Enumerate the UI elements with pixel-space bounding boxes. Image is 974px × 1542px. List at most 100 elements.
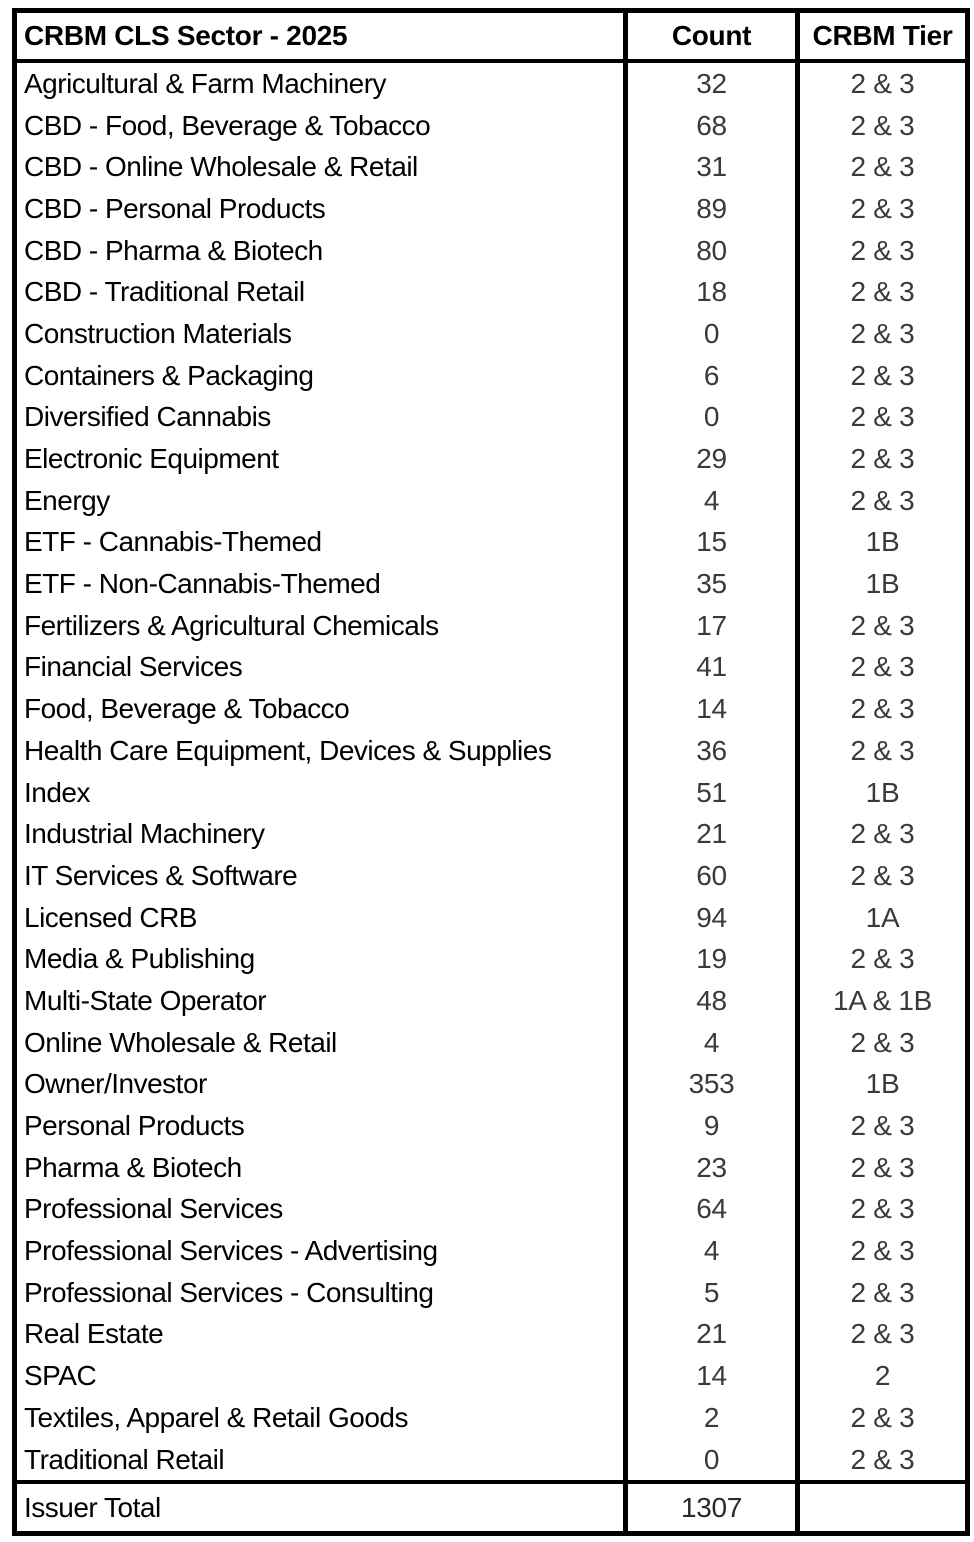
table-row: Agricultural & Farm Machinery 32 2 & 3 [12,61,970,105]
count-cell: 14 [623,1355,800,1397]
tier-cell: 2 & 3 [795,1021,970,1064]
total-count: 1307 [623,1480,800,1534]
count-cell: 36 [623,730,800,772]
table-footer: Issuer Total 1307 [12,1480,970,1534]
table-row: CBD - Pharma & Biotech 80 2 & 3 [12,229,970,272]
tier-cell: 2 & 3 [795,188,970,230]
tier-cell: 1B [795,521,970,564]
crbm-sector-table: CRBM CLS Sector - 2025 Count CRBM Tier A… [12,8,970,1537]
tier-cell: 2 & 3 [795,730,970,772]
table-row: Health Care Equipment, Devices & Supplie… [12,730,970,772]
table-row: Fertilizers & Agricultural Chemicals 17 2 … [12,604,970,647]
sector-cell: Personal Products [12,1105,628,1147]
table-row: IT Services & Software 60 2 & 3 [12,855,970,897]
count-cell: 32 [623,61,800,105]
table-row: Media & Publishing 19 2 & 3 [12,938,970,981]
sector-cell: Professional Services - Consulting [12,1271,628,1314]
sector-cell: Professional Services - Advertising [12,1230,628,1272]
table-row: Personal Products 9 2 & 3 [12,1105,970,1147]
tier-cell: 2 & 3 [795,1146,970,1189]
count-cell: 0 [623,1438,800,1483]
table-row: ETF - Non-Cannabis-Themed 35 1B [12,563,970,605]
sector-cell: CBD - Pharma & Biotech [12,229,628,272]
table-row: Professional Services - Advertising 4 2 & … [12,1230,970,1272]
count-cell: 29 [623,438,800,480]
sector-cell: Energy [12,479,628,522]
table-row: CBD - Food, Beverage & Tobacco 68 2 & 3 [12,104,970,147]
tier-cell: 1B [795,1063,970,1106]
table-row: Containers & Packaging 6 2 & 3 [12,354,970,397]
sector-cell: Financial Services [12,646,628,689]
table-row: Pharma & Biotech 23 2 & 3 [12,1146,970,1189]
tier-cell: 1A [795,896,970,939]
header-sector: CRBM CLS Sector - 2025 [12,10,628,63]
tier-cell: 2 & 3 [795,396,970,439]
count-cell: 353 [623,1063,800,1106]
sector-cell: CBD - Personal Products [12,188,628,230]
sector-cell: IT Services & Software [12,855,628,897]
sector-cell: Online Wholesale & Retail [12,1021,628,1064]
table-header: CRBM CLS Sector - 2025 Count CRBM Tier [12,10,970,63]
tier-cell: 2 & 3 [795,61,970,105]
table-row: CBD - Online Wholesale & Retail 31 2 & 3 [12,146,970,189]
tier-cell: 2 & 3 [795,229,970,272]
sector-cell: CBD - Traditional Retail [12,271,628,314]
tier-cell: 2 & 3 [795,813,970,856]
count-cell: 23 [623,1146,800,1189]
sector-cell: CBD - Online Wholesale & Retail [12,146,628,189]
count-cell: 4 [623,1021,800,1064]
total-label: Issuer Total [12,1480,628,1534]
count-cell: 18 [623,271,800,314]
count-cell: 89 [623,188,800,230]
sector-cell: Traditional Retail [12,1438,628,1483]
table-row: CBD - Traditional Retail 18 2 & 3 [12,271,970,314]
table-row: Professional Services - Consulting 5 2 & 3 [12,1271,970,1314]
count-cell: 6 [623,354,800,397]
header-count: Count [623,10,800,63]
table-row: Financial Services 41 2 & 3 [12,646,970,689]
sector-cell: CBD - Food, Beverage & Tobacco [12,104,628,147]
sector-cell: Licensed CRB [12,896,628,939]
count-cell: 15 [623,521,800,564]
table-row: Diversified Cannabis 0 2 & 3 [12,396,970,439]
sector-cell: Professional Services [12,1188,628,1231]
tier-cell: 2 & 3 [795,313,970,355]
tier-cell: 2 & 3 [795,1438,970,1483]
table-row: Textiles, Apparel & Retail Goods 2 2 & 3 [12,1397,970,1439]
sector-cell: Media & Publishing [12,938,628,981]
table-row: Energy 4 2 & 3 [12,479,970,522]
count-cell: 9 [623,1105,800,1147]
tier-cell: 2 & 3 [795,646,970,689]
count-cell: 4 [623,479,800,522]
tier-cell: 2 & 3 [795,354,970,397]
sector-cell: Containers & Packaging [12,354,628,397]
table-row: Licensed CRB 94 1A [12,896,970,939]
tier-cell: 2 & 3 [795,271,970,314]
count-cell: 51 [623,771,800,814]
table-row: ETF - Cannabis-Themed 15 1B [12,521,970,564]
table-row: Construction Materials 0 2 & 3 [12,313,970,355]
table-row: Owner/Investor 353 1B [12,1063,970,1106]
count-cell: 64 [623,1188,800,1231]
sector-cell: ETF - Non-Cannabis-Themed [12,563,628,605]
tier-cell: 1B [795,563,970,605]
tier-cell: 2 & 3 [795,1230,970,1272]
table-row: Food, Beverage & Tobacco 14 2 & 3 [12,688,970,730]
count-cell: 5 [623,1271,800,1314]
sector-cell: Agricultural & Farm Machinery [12,61,628,105]
sector-cell: ETF - Cannabis-Themed [12,521,628,564]
count-cell: 14 [623,688,800,730]
sector-cell: Pharma & Biotech [12,1146,628,1189]
table-row: Traditional Retail 0 2 & 3 [12,1438,970,1483]
table-row: Industrial Machinery 21 2 & 3 [12,813,970,856]
sector-cell: Real Estate [12,1313,628,1356]
sector-cell: Textiles, Apparel & Retail Goods [12,1397,628,1439]
header-tier: CRBM Tier [795,10,970,63]
tier-cell: 2 [795,1355,970,1397]
tier-cell: 2 & 3 [795,146,970,189]
tier-cell: 2 & 3 [795,1188,970,1231]
sector-cell: Electronic Equipment [12,438,628,480]
sector-cell: Owner/Investor [12,1063,628,1106]
count-cell: 68 [623,104,800,147]
